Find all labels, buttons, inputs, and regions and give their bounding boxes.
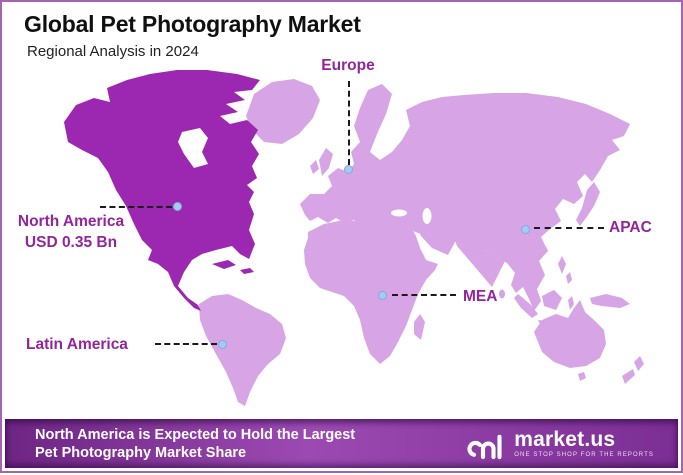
- marker-apac: [521, 225, 530, 234]
- landmass-sumatra: [514, 294, 538, 318]
- label-apac: APAC: [609, 219, 652, 236]
- landmass-australia: [534, 300, 606, 368]
- connector-latin-america: [155, 343, 217, 345]
- brand-name: market.us: [514, 427, 616, 451]
- marker-north-america: [173, 202, 182, 211]
- label-europe: Europe: [321, 57, 375, 74]
- landmass-uk: [319, 148, 333, 176]
- landmass-philippines-1: [558, 256, 566, 274]
- landmass-eurasia: [300, 84, 630, 311]
- label-mea: MEA: [463, 288, 498, 305]
- connector-mea: [392, 294, 456, 296]
- banner-headline-line1: North America is Expected to Hold the La…: [35, 426, 356, 443]
- market-us-icon: [467, 434, 502, 460]
- landmass-sulawesi: [568, 296, 574, 310]
- landmass-nz-north: [634, 356, 644, 371]
- connector-north-america: [100, 206, 172, 208]
- landmass-arabia: [416, 215, 455, 255]
- landmass-japan: [576, 182, 600, 226]
- label-north-america-value: USD 0.35 Bn: [24, 234, 118, 251]
- landmass-greenland: [246, 79, 320, 144]
- landmass-cuba: [212, 260, 236, 269]
- page-title: Global Pet Photography Market: [24, 11, 361, 37]
- brand-text: market.us ONE STOP SHOP FOR THE REPORTS: [514, 427, 654, 458]
- header: Global Pet Photography Market Regional A…: [24, 11, 361, 60]
- region-rest-of-world: [199, 79, 644, 406]
- landmass-tasmania: [578, 372, 586, 381]
- label-north-america: North America USD 0.35 Bn: [4, 211, 138, 253]
- connector-europe: [348, 81, 350, 165]
- marker-latin-america: [218, 340, 227, 349]
- label-north-america-name: North America: [17, 213, 125, 230]
- inland-seas: [391, 208, 432, 224]
- connector-apac: [534, 227, 604, 229]
- landmass-south-america: [199, 294, 286, 406]
- label-latin-america: Latin America: [26, 336, 128, 353]
- banner-headline-line2: Pet Photography Market Share: [35, 444, 247, 461]
- landmass-philippines-2: [566, 272, 572, 284]
- marker-europe: [344, 165, 353, 174]
- region-north-america: [64, 70, 260, 311]
- landmass-north-america: [64, 70, 260, 311]
- banner-headline: North America is Expected to Hold the La…: [35, 426, 355, 462]
- marker-mea: [378, 291, 387, 300]
- landmass-hispaniola: [240, 268, 254, 274]
- landmass-madagascar: [414, 314, 425, 340]
- landmass-india: [452, 232, 505, 287]
- landmass-sakhalin: [572, 158, 580, 182]
- brand-tagline: ONE STOP SHOP FOR THE REPORTS: [514, 451, 654, 458]
- page-subtitle: Regional Analysis in 2024: [27, 43, 199, 60]
- landmass-borneo: [542, 290, 562, 310]
- landmass-ireland: [310, 160, 319, 174]
- brand-logo: market.us ONE STOP SHOP FOR THE REPORTS: [467, 427, 654, 460]
- footer-banner: North America is Expected to Hold the La…: [5, 419, 678, 468]
- landmass-africa: [304, 220, 438, 364]
- landmass-new-guinea: [590, 294, 630, 308]
- landmass-nz-south: [622, 369, 635, 384]
- landmass-sri-lanka: [499, 289, 505, 299]
